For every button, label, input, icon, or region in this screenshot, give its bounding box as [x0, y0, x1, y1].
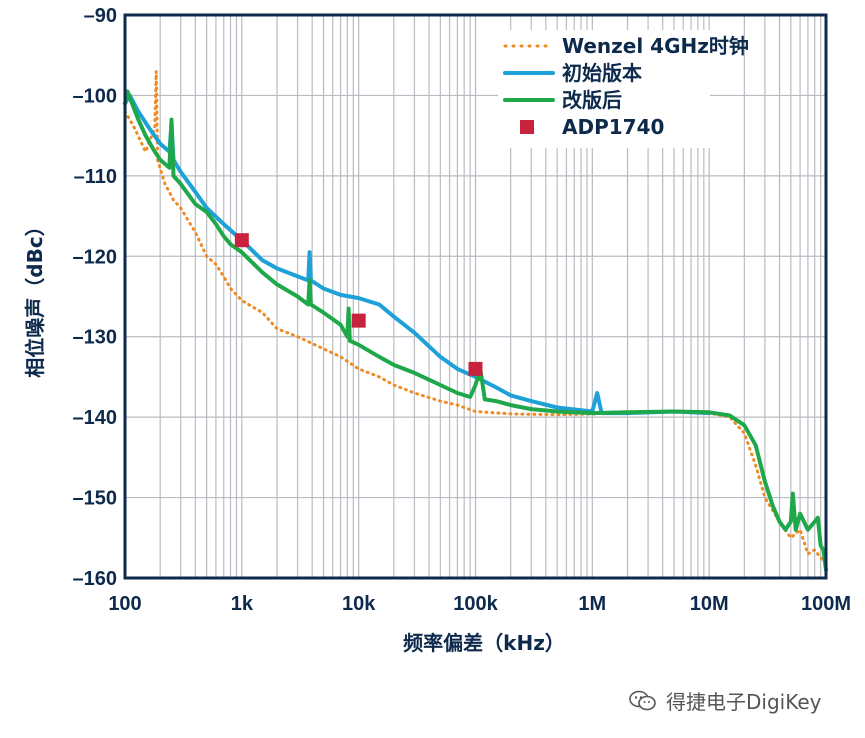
grid — [125, 14, 826, 579]
legend-label: 初始版本 — [562, 61, 642, 85]
watermark: 得捷电子DigiKey — [628, 686, 821, 715]
adp1740-marker — [234, 233, 249, 248]
series-layer — [123, 69, 828, 572]
adp1740-marker — [351, 313, 366, 328]
y-tick-label: –100 — [73, 85, 118, 107]
y-tick-label: –130 — [73, 327, 118, 349]
y-tick-label: –110 — [74, 166, 117, 188]
y-axis-label: 相位噪声（dBc） — [23, 216, 47, 377]
x-tick-label: 100 — [108, 593, 141, 615]
y-tick-label: –140 — [73, 407, 118, 429]
x-tick-label: 1M — [578, 593, 606, 615]
wechat-icon — [629, 690, 656, 710]
x-tick-label: 100M — [801, 593, 851, 615]
x-tick-label: 10k — [342, 593, 376, 615]
adp1740-marker — [468, 361, 483, 376]
legend-label: ADP1740 — [562, 115, 664, 139]
watermark-text: 得捷电子DigiKey — [666, 690, 822, 714]
series-line-3 — [123, 89, 828, 572]
legend-marker — [520, 120, 534, 134]
legend-label: 改版后 — [562, 88, 622, 112]
y-tick-label: –160 — [73, 568, 118, 590]
x-tick-label: 100k — [453, 593, 498, 615]
y-tick-label: –120 — [73, 246, 118, 268]
x-axis-label: 频率偏差（kHz） — [403, 631, 565, 655]
legend-label: Wenzel 4GHz时钟 — [562, 34, 749, 58]
x-tick-label: 1k — [231, 593, 254, 615]
y-tick-label: –90 — [84, 5, 117, 27]
x-tick-label: 10M — [690, 593, 729, 615]
axes-layer: –90 –100 –110 –120 –130 –140 –150 –160 100 1k 10k 1… — [73, 5, 852, 615]
plot-frame — [123, 13, 828, 580]
y-tick-label: –150 — [73, 488, 118, 510]
